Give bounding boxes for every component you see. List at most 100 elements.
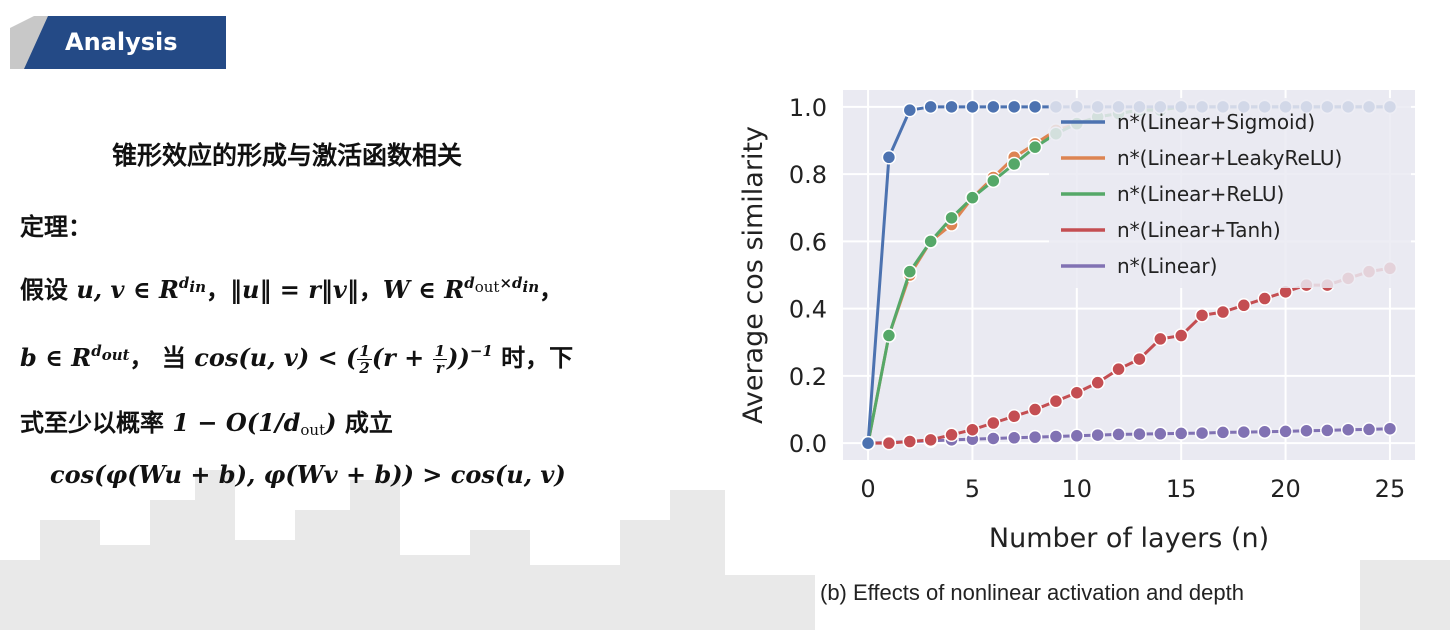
exponent: −1 [469,342,493,360]
data-point [1027,139,1043,155]
math: u, v ∈ R [76,275,179,304]
legend-label: n*(Linear+Tanh) [1117,218,1281,242]
data-point [902,434,918,449]
sup: d [464,274,475,292]
data-point [1132,351,1147,367]
data-point [1382,421,1398,436]
text: 成立 [336,409,393,437]
data-point [1215,425,1231,440]
data-point [1194,425,1210,441]
data-point [1299,423,1314,438]
theorem-label: 定理： [20,213,92,241]
data-point [944,210,959,226]
x-axis-label: Number of layers (n) [989,523,1269,554]
data-point [1278,424,1293,439]
y-axis-label: Average cos similarity [738,126,769,424]
math: cos(u, v) < ( [194,343,358,372]
data-point [986,415,1001,431]
data-point [860,435,876,451]
data-point [1006,430,1022,446]
data-point [944,99,959,115]
data-point [1173,426,1189,441]
y-tick-label: 0.2 [789,363,827,391]
theorem-line-1: 假设 u, v ∈ Rdin，‖u‖ = r‖v‖，W ∈ Rdout×din， [20,270,563,305]
data-point [1048,393,1064,409]
x-tick-label: 5 [965,475,980,503]
data-point [965,190,980,205]
sub: in [189,278,206,296]
x-tick-label: 10 [1062,475,1093,503]
data-point [1090,375,1105,390]
text: ， [539,276,564,304]
math: )) [447,343,470,372]
legend-label: n*(Linear) [1117,254,1217,278]
banner-shape [10,16,226,69]
data-point [1236,298,1252,313]
data-point [923,99,938,115]
sub: out [101,346,130,364]
y-tick-label: 0.6 [789,228,827,256]
legend-box [1049,98,1411,288]
data-point [881,435,897,451]
slide-subtitle: 锥形效应的形成与激活函数相关 [112,141,463,170]
data-point [1236,424,1252,440]
legend-label: n*(Linear+ReLU) [1117,182,1284,206]
data-point [1340,422,1356,437]
data-point [1111,361,1126,377]
data-point [1048,429,1064,444]
math: ) [325,408,337,437]
x-tick-label: 0 [860,475,875,503]
data-point [986,431,1001,446]
slide-title: Analysis [65,28,178,56]
data-point [881,150,897,165]
text: 当 [153,344,195,372]
data-point [1069,385,1085,400]
x-tick-label: 20 [1270,475,1301,503]
sup: d [178,274,190,292]
math: ‖u‖ = r‖v‖ [230,275,359,304]
legend-label: n*(Linear+LeakyReLU) [1117,146,1342,170]
data-point [1027,99,1043,115]
text: 假设 [20,276,77,304]
data-point [1257,291,1272,306]
data-point [1320,423,1335,438]
data-point [1194,308,1210,323]
text: 式至少以概率 [20,409,173,437]
data-point [1257,424,1272,439]
data-point [944,427,959,443]
text: 时，下 [492,344,574,372]
text: ， [358,276,383,304]
theorem-line-3: 式至少以概率 1 − O(1/dout) 成立 [20,403,393,439]
theorem-formula: cos(φ(Wu + b), φ(Wv + b)) > cos(u, v) [50,460,566,489]
theorem-line-2: b ∈ Rdout， 当 cos(u, v) < (1 2 (r + 1 r))−1 … [20,338,573,376]
data-point [1006,409,1022,424]
y-tick-label: 0.8 [789,161,827,189]
y-tick-label: 0.0 [789,430,827,458]
math: b ∈ R [20,343,92,372]
cos-similarity-chart: 0 5 10 15 20 25 0.0 0.2 0.4 0.6 0.8 1.0 Number of la… [738,90,1415,554]
data-point [1027,402,1043,417]
data-point [902,264,918,279]
frac-den: r [435,358,444,377]
y-tick-label: 0.4 [789,296,827,324]
data-point [986,173,1001,189]
y-tick-label: 1.0 [789,94,827,122]
x-tick-label: 25 [1375,475,1406,503]
data-point [1215,304,1231,320]
math: W ∈ R [382,275,465,304]
text: ， [129,344,154,372]
math: (r + [371,343,433,372]
data-point [902,102,918,118]
data-point [1027,429,1043,445]
data-point [1006,156,1022,172]
math: 1 − O(1/d [172,408,301,437]
sub: out [474,278,500,296]
data-point [1132,426,1147,442]
data-point [881,328,897,343]
header-banner: Analysis [10,16,230,74]
frac-num: 1 [432,341,448,360]
data-point [965,422,980,437]
